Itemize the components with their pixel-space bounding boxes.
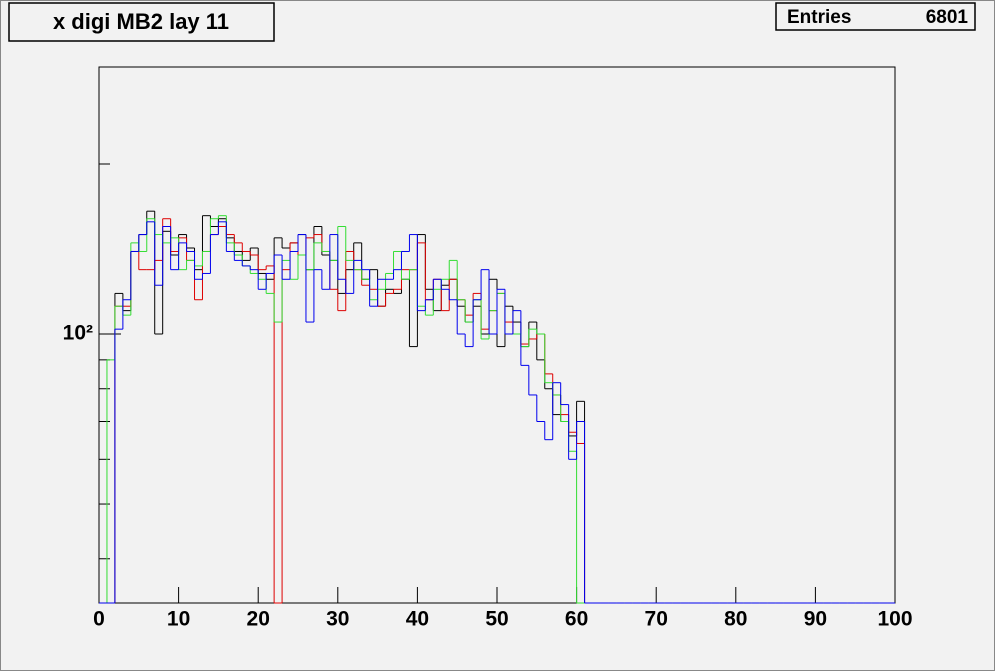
x-tick-label: 0 <box>93 608 105 631</box>
x-tick-label: 30 <box>326 608 349 631</box>
x-tick-label: 20 <box>247 608 270 631</box>
chart-title: x digi MB2 lay 11 <box>53 9 229 34</box>
x-tick-label: 90 <box>804 608 827 631</box>
x-tick-label: 100 <box>877 608 912 631</box>
title-box <box>8 2 275 42</box>
x-tick-label: 10 <box>167 608 190 631</box>
stats-value: 6801 <box>926 7 969 28</box>
x-tick-label: 50 <box>485 608 508 631</box>
stats-label: Entries <box>787 7 851 28</box>
x-tick-label: 60 <box>565 608 588 631</box>
y-tick-label: 10² <box>63 322 93 345</box>
stats-box <box>775 2 976 31</box>
x-tick-label: 70 <box>645 608 668 631</box>
x-tick-label: 40 <box>406 608 429 631</box>
x-tick-label: 80 <box>724 608 747 631</box>
